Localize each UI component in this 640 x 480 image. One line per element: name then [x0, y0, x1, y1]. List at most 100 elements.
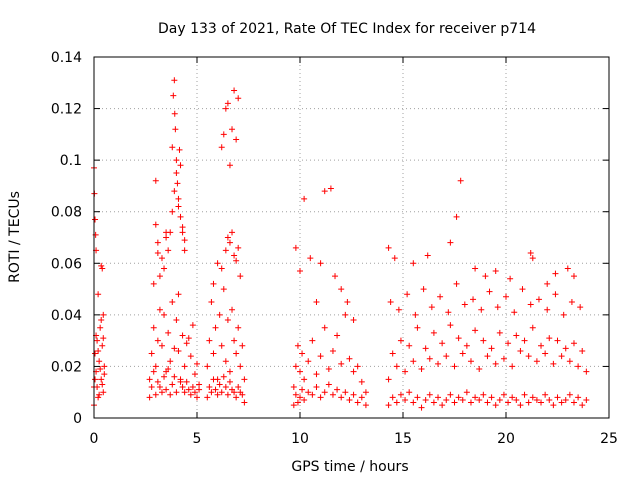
data-point [393, 399, 400, 406]
data-point [161, 265, 168, 272]
data-point [397, 391, 404, 398]
data-point [175, 203, 182, 210]
data-point [309, 391, 316, 398]
data-point [492, 360, 499, 367]
data-point [179, 229, 186, 236]
data-point [554, 394, 561, 401]
data-point [535, 296, 542, 303]
data-point [231, 389, 238, 396]
data-point [451, 363, 458, 370]
data-point [218, 265, 225, 272]
data-point [447, 239, 454, 246]
data-point [97, 366, 104, 373]
data-point [100, 389, 107, 396]
data-point [294, 399, 301, 406]
data-point [338, 394, 345, 401]
data-point [305, 358, 312, 365]
data-point [521, 337, 528, 344]
data-point [181, 237, 188, 244]
y-tick-label: 0.14 [51, 50, 82, 66]
data-point [544, 306, 551, 313]
data-point [447, 391, 454, 398]
y-tick-label: 0.04 [51, 308, 82, 324]
data-point [321, 324, 328, 331]
data-point [500, 355, 507, 362]
data-point [292, 244, 299, 251]
data-point [194, 360, 200, 367]
data-point [463, 389, 470, 396]
data-point [327, 185, 334, 192]
data-point [350, 391, 357, 398]
data-point [172, 126, 179, 133]
data-point [229, 306, 236, 313]
data-point [92, 376, 99, 383]
data-point [100, 311, 107, 318]
data-point [156, 306, 163, 313]
data-point [150, 324, 157, 331]
y-tick-label: 0.02 [51, 359, 82, 375]
data-point [233, 136, 240, 143]
data-point [443, 396, 450, 403]
data-point [583, 368, 590, 375]
data-point [385, 244, 392, 251]
data-point [210, 376, 217, 383]
data-point [309, 337, 316, 344]
data-point [338, 360, 345, 367]
data-point [583, 396, 590, 403]
data-point [222, 105, 229, 112]
data-point [165, 366, 172, 373]
data-point [334, 386, 341, 393]
data-point [196, 386, 203, 393]
data-point [550, 360, 557, 367]
data-point [305, 389, 312, 396]
data-point [410, 399, 417, 406]
data-point [171, 345, 178, 352]
data-point [558, 399, 565, 406]
data-point [299, 350, 306, 357]
data-point [99, 381, 106, 388]
data-point [98, 262, 105, 269]
data-point [472, 265, 479, 272]
data-point [484, 399, 491, 406]
data-point [218, 144, 225, 151]
data-point [480, 391, 487, 398]
x-tick-label: 5 [193, 431, 202, 447]
data-point [476, 366, 483, 373]
data-point [496, 396, 503, 403]
data-point [191, 389, 198, 396]
data-point [332, 273, 339, 280]
data-point [98, 317, 105, 324]
data-point [354, 399, 361, 406]
data-point [95, 394, 102, 401]
data-point [492, 268, 499, 275]
data-point [410, 358, 417, 365]
data-point [445, 309, 452, 316]
data-point [183, 340, 190, 347]
data-point [562, 396, 569, 403]
data-point [317, 353, 324, 360]
data-point [385, 376, 392, 383]
data-point [410, 260, 417, 267]
data-point [389, 394, 396, 401]
data-point [292, 363, 299, 370]
data-point [313, 298, 320, 305]
data-point [204, 394, 211, 401]
data-point [527, 249, 534, 256]
data-point [301, 195, 308, 202]
data-point [177, 162, 184, 169]
data-point [494, 304, 501, 311]
data-point [358, 378, 365, 385]
data-point [92, 216, 99, 223]
data-point [500, 391, 507, 398]
data-point [437, 293, 444, 300]
data-point [226, 368, 233, 375]
data-point [175, 291, 182, 298]
data-point [101, 371, 108, 378]
data-point [397, 337, 404, 344]
data-point [406, 389, 413, 396]
data-point [94, 337, 101, 344]
data-point [554, 337, 561, 344]
data-point [235, 244, 242, 251]
